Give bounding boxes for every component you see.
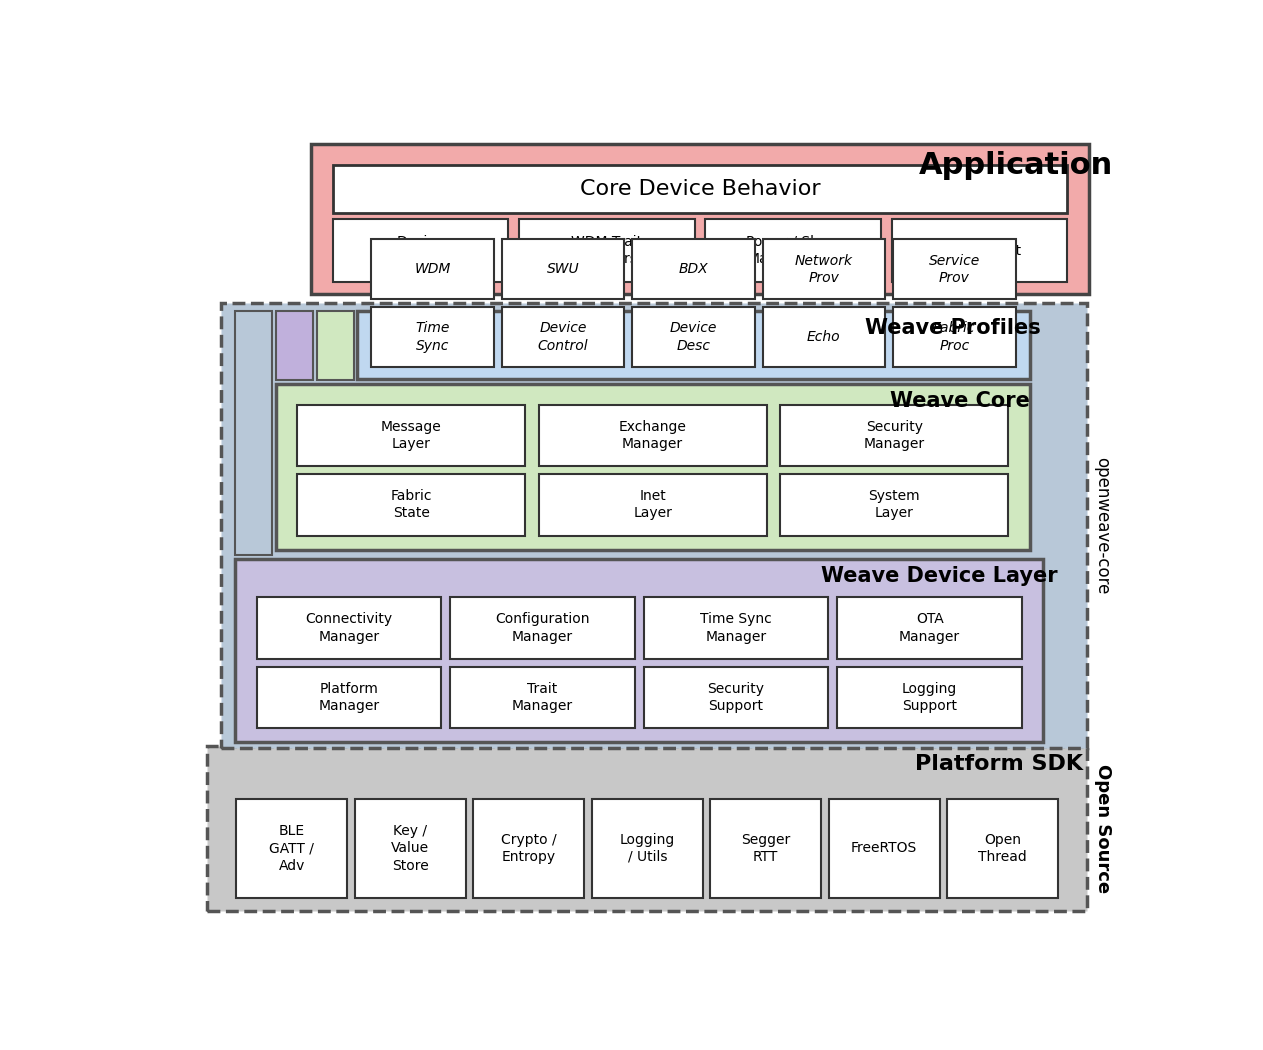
Bar bbox=[474, 799, 585, 898]
Bar bbox=[501, 239, 624, 299]
Text: openweave-core: openweave-core bbox=[1094, 457, 1111, 594]
Bar bbox=[357, 311, 1029, 379]
Text: Service
Prov: Service Prov bbox=[928, 253, 980, 285]
Bar bbox=[539, 404, 767, 466]
Text: OTA
Manager: OTA Manager bbox=[899, 612, 960, 644]
Bar bbox=[644, 667, 829, 728]
Bar bbox=[371, 239, 494, 299]
Text: Fabric
Proc: Fabric Proc bbox=[933, 321, 975, 353]
Bar bbox=[501, 307, 624, 367]
Bar bbox=[829, 799, 940, 898]
Bar bbox=[275, 384, 1029, 549]
Bar bbox=[256, 667, 441, 728]
Text: Weave Core: Weave Core bbox=[890, 391, 1031, 411]
Text: Security
Support: Security Support bbox=[707, 681, 764, 713]
Text: Secure Boot: Secure Boot bbox=[937, 244, 1022, 257]
Bar bbox=[706, 219, 882, 282]
Bar bbox=[450, 597, 634, 658]
Bar bbox=[781, 474, 1008, 536]
Text: Logging
Support: Logging Support bbox=[902, 681, 957, 713]
Bar bbox=[892, 219, 1067, 282]
Text: Device
Control: Device Control bbox=[538, 321, 589, 353]
Text: Echo: Echo bbox=[807, 330, 841, 344]
Bar bbox=[275, 311, 313, 380]
Bar bbox=[317, 311, 354, 380]
Text: Weave Profiles: Weave Profiles bbox=[865, 318, 1041, 338]
Text: Open Source: Open Source bbox=[1094, 764, 1111, 894]
Bar bbox=[256, 597, 441, 658]
Bar bbox=[221, 303, 1087, 749]
Bar bbox=[947, 799, 1058, 898]
Bar bbox=[235, 311, 272, 554]
Bar bbox=[781, 404, 1008, 466]
Text: Segger
RTT: Segger RTT bbox=[741, 833, 791, 864]
Text: Connectivity
Manager: Connectivity Manager bbox=[306, 612, 393, 644]
Bar bbox=[644, 597, 829, 658]
Text: Platform SDK: Platform SDK bbox=[914, 754, 1082, 774]
Text: Device
Desc: Device Desc bbox=[669, 321, 717, 353]
Bar bbox=[332, 219, 508, 282]
Text: SWU: SWU bbox=[547, 262, 580, 276]
Text: WDM Trait
Handlers: WDM Trait Handlers bbox=[571, 235, 643, 267]
Text: Message
Layer: Message Layer bbox=[380, 420, 442, 451]
Bar bbox=[236, 799, 347, 898]
Text: Network
Prov: Network Prov bbox=[794, 253, 853, 285]
Bar bbox=[837, 667, 1022, 728]
Bar bbox=[592, 799, 702, 898]
Bar bbox=[311, 144, 1089, 294]
Bar bbox=[297, 474, 525, 536]
Text: FreeRTOS: FreeRTOS bbox=[851, 841, 917, 856]
Bar bbox=[355, 799, 466, 898]
Text: System
Layer: System Layer bbox=[869, 489, 919, 521]
Text: Core Device Behavior: Core Device Behavior bbox=[580, 180, 821, 200]
Text: Inet
Layer: Inet Layer bbox=[633, 489, 672, 521]
Bar bbox=[450, 667, 634, 728]
Bar bbox=[893, 239, 1015, 299]
Text: Device
Initialization: Device Initialization bbox=[378, 235, 464, 267]
Bar bbox=[539, 474, 767, 536]
Bar bbox=[519, 219, 695, 282]
Bar bbox=[763, 307, 885, 367]
Text: Open
Thread: Open Thread bbox=[979, 833, 1027, 864]
Bar bbox=[235, 559, 1043, 742]
Bar bbox=[893, 307, 1015, 367]
Text: Power / Sleep
Management: Power / Sleep Management bbox=[746, 235, 840, 267]
Text: Time Sync
Manager: Time Sync Manager bbox=[700, 612, 772, 644]
Bar bbox=[763, 239, 885, 299]
Text: Application: Application bbox=[918, 151, 1113, 180]
Text: Key /
Value
Store: Key / Value Store bbox=[392, 824, 429, 873]
Text: Weave Device Layer: Weave Device Layer bbox=[821, 566, 1058, 586]
Bar bbox=[837, 597, 1022, 658]
Text: Configuration
Manager: Configuration Manager bbox=[495, 612, 590, 644]
Bar bbox=[710, 799, 821, 898]
Text: Crypto /
Entropy: Crypto / Entropy bbox=[501, 833, 557, 864]
Text: Trait
Manager: Trait Manager bbox=[512, 681, 573, 713]
Text: Time
Sync: Time Sync bbox=[416, 321, 450, 353]
Text: WDM: WDM bbox=[414, 262, 451, 276]
Bar bbox=[297, 404, 525, 466]
Text: Logging
/ Utils: Logging / Utils bbox=[620, 833, 674, 864]
Text: Platform
Manager: Platform Manager bbox=[318, 681, 379, 713]
Text: Security
Manager: Security Manager bbox=[864, 420, 925, 451]
Text: BLE
GATT /
Adv: BLE GATT / Adv bbox=[269, 824, 314, 873]
Bar bbox=[332, 165, 1067, 213]
Bar bbox=[632, 239, 755, 299]
Text: Exchange
Manager: Exchange Manager bbox=[619, 420, 687, 451]
Text: BDX: BDX bbox=[678, 262, 709, 276]
Bar bbox=[632, 307, 755, 367]
Bar bbox=[371, 307, 494, 367]
Text: Fabric
State: Fabric State bbox=[390, 489, 432, 521]
Bar bbox=[207, 746, 1087, 911]
